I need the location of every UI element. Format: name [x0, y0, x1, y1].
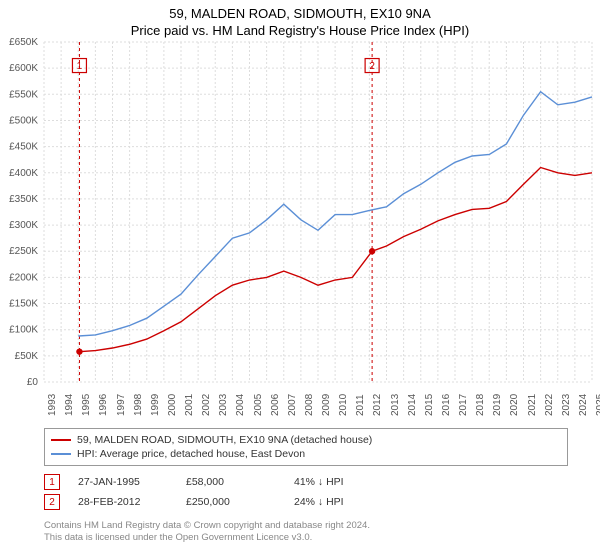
transaction-date: 28-FEB-2012: [78, 496, 168, 508]
x-tick-label: 2019: [492, 394, 503, 416]
x-tick-label: 2015: [424, 394, 435, 416]
x-tick-label: 1994: [64, 394, 75, 416]
svg-text:£300K: £300K: [9, 220, 38, 231]
x-tick-label: 1993: [47, 394, 58, 416]
x-tick-label: 2023: [561, 394, 572, 416]
svg-text:£350K: £350K: [9, 194, 38, 205]
footer-line1: Contains HM Land Registry data © Crown c…: [44, 520, 588, 532]
svg-text:£600K: £600K: [9, 63, 38, 74]
x-tick-label: 2024: [578, 394, 589, 416]
title-address: 59, MALDEN ROAD, SIDMOUTH, EX10 9NA: [0, 0, 600, 21]
x-axis-labels: 1993 1994 1995 1996 1997 1998 1999 2000 2001 2002…: [44, 386, 592, 426]
x-tick-label: 2011: [355, 394, 366, 416]
x-tick-label: 2018: [475, 394, 486, 416]
svg-text:£400K: £400K: [9, 168, 38, 179]
x-tick-label: 1995: [81, 394, 92, 416]
legend: 59, MALDEN ROAD, SIDMOUTH, EX10 9NA (det…: [44, 428, 568, 466]
x-tick-label: 2007: [287, 394, 298, 416]
transaction-price: £250,000: [186, 496, 276, 508]
chart-area: £0£50K£100K£150K£200K£250K£300K£350K£400…: [44, 42, 592, 382]
transaction-delta: 24% ↓ HPI: [294, 496, 384, 508]
svg-text:1: 1: [77, 61, 83, 72]
chart-container: 59, MALDEN ROAD, SIDMOUTH, EX10 9NA Pric…: [0, 0, 600, 560]
x-tick-label: 2014: [407, 394, 418, 416]
svg-text:£200K: £200K: [9, 272, 38, 283]
x-tick-label: 2006: [270, 394, 281, 416]
x-tick-label: 2025: [595, 394, 600, 416]
x-tick-label: 2021: [527, 394, 538, 416]
x-tick-label: 2010: [338, 394, 349, 416]
svg-text:£0: £0: [27, 377, 39, 388]
x-tick-label: 2008: [304, 394, 315, 416]
transaction-row: 2 28-FEB-2012 £250,000 24% ↓ HPI: [44, 492, 588, 512]
x-tick-label: 2012: [372, 394, 383, 416]
footer-line2: This data is licensed under the Open Gov…: [44, 532, 588, 544]
transaction-marker: 1: [44, 474, 60, 490]
transaction-marker: 2: [44, 494, 60, 510]
x-tick-label: 1998: [133, 394, 144, 416]
x-tick-label: 2009: [321, 394, 332, 416]
transaction-price: £58,000: [186, 476, 276, 488]
svg-text:£550K: £550K: [9, 89, 38, 100]
x-tick-label: 2001: [184, 394, 195, 416]
legend-label: 59, MALDEN ROAD, SIDMOUTH, EX10 9NA (det…: [77, 434, 372, 446]
svg-text:£500K: £500K: [9, 115, 38, 126]
x-tick-label: 2017: [458, 394, 469, 416]
transaction-date: 27-JAN-1995: [78, 476, 168, 488]
legend-swatch: [51, 453, 71, 455]
svg-text:£250K: £250K: [9, 246, 38, 257]
x-tick-label: 2013: [390, 394, 401, 416]
legend-swatch: [51, 439, 71, 441]
svg-text:£150K: £150K: [9, 299, 38, 310]
svg-text:£50K: £50K: [15, 351, 39, 362]
x-tick-label: 2005: [253, 394, 264, 416]
x-tick-label: 2016: [441, 394, 452, 416]
x-tick-label: 2022: [544, 394, 555, 416]
transaction-delta: 41% ↓ HPI: [294, 476, 384, 488]
legend-row: HPI: Average price, detached house, East…: [51, 447, 561, 461]
svg-text:2: 2: [369, 61, 375, 72]
line-chart: £0£50K£100K£150K£200K£250K£300K£350K£400…: [44, 42, 592, 382]
svg-text:£100K: £100K: [9, 325, 38, 336]
svg-text:£650K: £650K: [9, 37, 38, 48]
legend-row: 59, MALDEN ROAD, SIDMOUTH, EX10 9NA (det…: [51, 433, 561, 447]
x-tick-label: 1997: [116, 394, 127, 416]
svg-text:£450K: £450K: [9, 142, 38, 153]
transaction-row: 1 27-JAN-1995 £58,000 41% ↓ HPI: [44, 472, 588, 492]
x-tick-label: 2002: [201, 394, 212, 416]
x-tick-label: 2004: [235, 394, 246, 416]
title-subtitle: Price paid vs. HM Land Registry's House …: [0, 21, 600, 42]
x-tick-label: 2000: [167, 394, 178, 416]
x-tick-label: 2003: [218, 394, 229, 416]
legend-label: HPI: Average price, detached house, East…: [77, 448, 305, 460]
x-tick-label: 1996: [98, 394, 109, 416]
x-tick-label: 1999: [150, 394, 161, 416]
footer: Contains HM Land Registry data © Crown c…: [44, 520, 588, 545]
transaction-table: 1 27-JAN-1995 £58,000 41% ↓ HPI 2 28-FEB-2012…: [44, 472, 588, 512]
x-tick-label: 2020: [509, 394, 520, 416]
